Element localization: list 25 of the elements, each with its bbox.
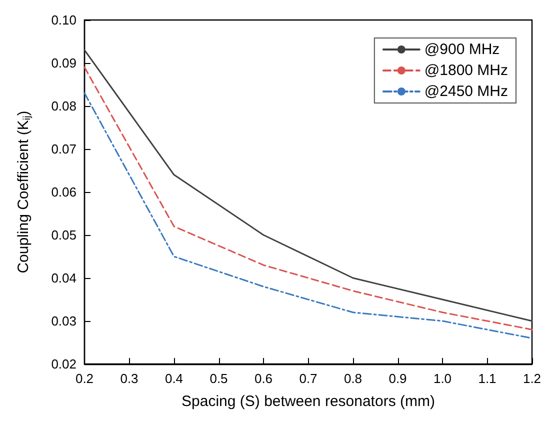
x-tick-label: 0.4 xyxy=(164,371,184,386)
x-tick-label: 1.0 xyxy=(433,371,452,386)
y-axis-title: Coupling Coefficient (Kij) xyxy=(15,110,33,274)
x-tick-label: 0.7 xyxy=(299,371,318,386)
x-tick-label: 0.6 xyxy=(254,371,273,386)
y-tick-label: 0.08 xyxy=(51,98,76,114)
y-tick-label: 0.05 xyxy=(51,228,76,242)
y-tick-label: 0.02 xyxy=(51,356,76,372)
legend-label: @1800 MHz xyxy=(424,62,508,79)
legend-label: @2450 MHz xyxy=(424,83,508,100)
y-tick-label: 0.03 xyxy=(51,314,76,328)
x-tick-label: 1.1 xyxy=(478,371,496,386)
y-tick-label: 0.07 xyxy=(51,142,76,156)
legend-label: @900 MHz xyxy=(424,41,500,58)
y-tick-label: 0.06 xyxy=(51,184,76,200)
y-tick-label: 0.10 xyxy=(51,12,76,28)
y-tick-label: 0.09 xyxy=(51,56,76,70)
x-tick-label: 0.5 xyxy=(210,371,228,386)
x-tick-label: 1.2 xyxy=(522,371,542,386)
y-tick-label: 0.04 xyxy=(51,270,76,286)
x-tick-label: 0.8 xyxy=(344,371,362,386)
x-tick-label: 0.2 xyxy=(75,371,94,386)
x-tick-label: 0.3 xyxy=(120,371,138,386)
x-axis-title: Spacing (S) between resonators (mm) xyxy=(182,393,435,410)
x-tick-label: 0.9 xyxy=(388,371,407,386)
